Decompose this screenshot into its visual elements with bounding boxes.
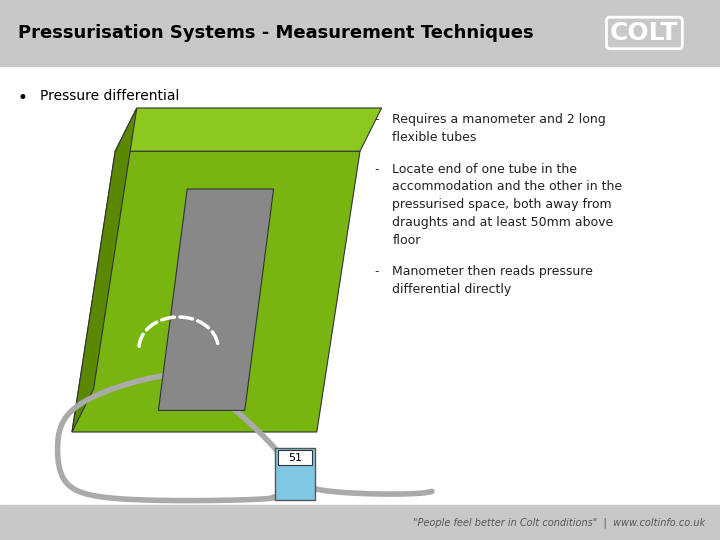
Text: COLT: COLT — [611, 21, 678, 45]
Text: Pressure differential: Pressure differential — [40, 89, 179, 103]
Bar — [0, 0, 720, 66]
Polygon shape — [158, 189, 274, 410]
Text: pressurised space, both away from: pressurised space, both away from — [392, 198, 612, 211]
Text: 51: 51 — [288, 453, 302, 463]
Text: Manometer then reads pressure: Manometer then reads pressure — [392, 265, 593, 278]
Text: •: • — [18, 89, 28, 107]
Text: flexible tubes: flexible tubes — [392, 131, 477, 144]
Text: COLT: COLT — [611, 21, 679, 45]
Text: COLT: COLT — [611, 20, 679, 44]
Text: -: - — [374, 265, 379, 278]
Text: COLT: COLT — [611, 21, 678, 45]
Text: COLT: COLT — [610, 21, 678, 45]
Text: COLT: COLT — [611, 20, 678, 44]
Text: COLT: COLT — [610, 20, 678, 44]
Text: COLT: COLT — [611, 22, 678, 46]
Polygon shape — [115, 108, 382, 151]
Text: differential directly: differential directly — [392, 283, 512, 296]
Text: accommodation and the other in the: accommodation and the other in the — [392, 180, 623, 193]
Polygon shape — [72, 108, 137, 432]
Bar — [275, 448, 315, 500]
Bar — [0, 505, 720, 540]
Text: Requires a manometer and 2 long: Requires a manometer and 2 long — [392, 113, 606, 126]
Text: floor: floor — [392, 234, 420, 247]
Text: Pressurisation Systems - Measurement Techniques: Pressurisation Systems - Measurement Tec… — [18, 24, 534, 42]
Text: "People feel better in Colt conditions"  |  www.coltinfo.co.uk: "People feel better in Colt conditions" … — [413, 517, 706, 528]
Text: Locate end of one tube in the: Locate end of one tube in the — [392, 163, 577, 176]
Text: COLT: COLT — [610, 22, 678, 46]
Bar — [278, 450, 312, 465]
Polygon shape — [72, 151, 360, 432]
Text: -: - — [374, 163, 379, 176]
Text: COLT: COLT — [611, 22, 679, 46]
Text: draughts and at least 50mm above: draughts and at least 50mm above — [392, 216, 613, 229]
Text: -: - — [374, 113, 379, 126]
